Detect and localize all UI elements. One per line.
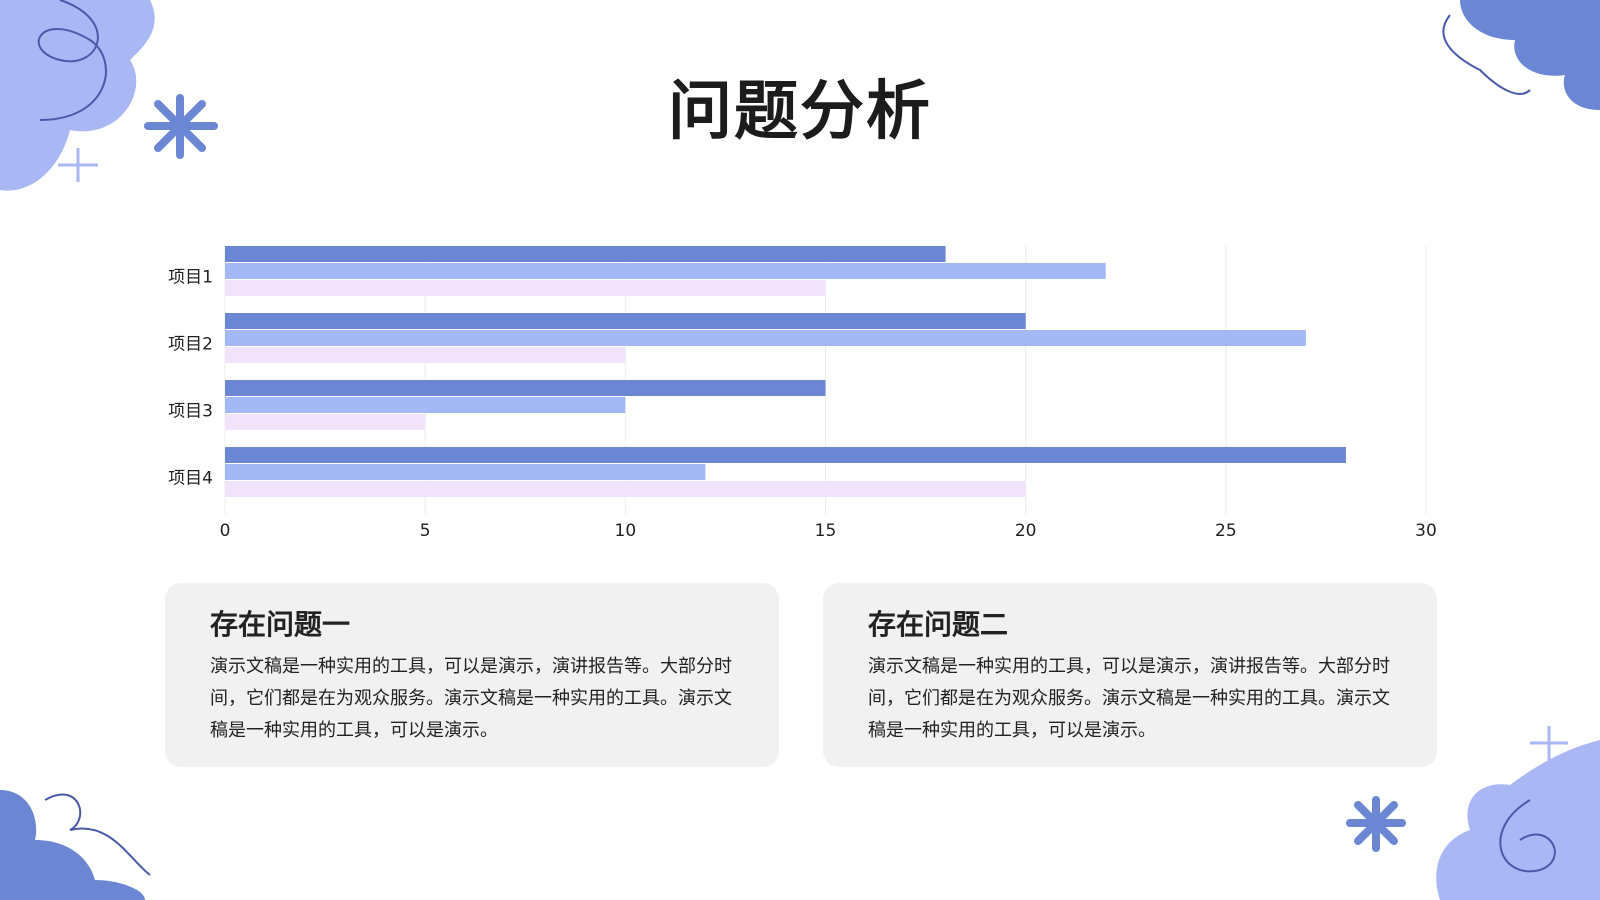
sparkle xyxy=(1530,726,1568,760)
card-body: 演示文稿是一种实用的工具，可以是演示，演讲报告等。大部分时间，它们都是在为观众服… xyxy=(868,656,1390,741)
squiggle xyxy=(1442,14,1531,95)
bar xyxy=(225,447,1346,463)
x-tick-label: 20 xyxy=(1015,521,1037,541)
blob xyxy=(1460,0,1600,110)
bar xyxy=(225,347,626,363)
chart: 0 5 10 15 20 25 30 项目1 项目2 项目3 项目4 xyxy=(168,246,1437,541)
squiggle xyxy=(37,0,107,121)
card: 存在问题一 演示文稿是一种实用的工具，可以是演示，演讲报告等。大部分时间，它们都… xyxy=(165,583,779,767)
bar xyxy=(225,246,946,262)
card-heading: 存在问题二 xyxy=(868,608,1009,641)
blob xyxy=(0,0,155,191)
bar xyxy=(225,280,826,296)
x-tick-label: 30 xyxy=(1415,521,1437,541)
blob xyxy=(1436,740,1600,900)
bar xyxy=(225,464,706,480)
bar xyxy=(225,380,826,396)
y-tick-label: 项目4 xyxy=(168,469,213,489)
sparkle xyxy=(58,148,98,182)
bar xyxy=(225,481,1026,497)
x-tick-label: 0 xyxy=(220,521,231,541)
bar xyxy=(225,397,626,413)
squiggle xyxy=(1499,799,1556,873)
blob xyxy=(0,790,145,900)
bar xyxy=(225,263,1106,279)
card-heading: 存在问题一 xyxy=(210,608,351,641)
asterisk xyxy=(1346,796,1406,852)
y-tick-label: 项目1 xyxy=(168,268,213,288)
x-tick-label: 5 xyxy=(420,521,431,541)
bar xyxy=(225,330,1306,346)
slide-title: 问题分析 xyxy=(668,75,932,149)
y-tick-label: 项目3 xyxy=(168,402,213,422)
x-tick-label: 15 xyxy=(815,521,837,541)
bar xyxy=(225,313,1026,329)
squiggle xyxy=(44,793,151,876)
bar xyxy=(225,414,426,430)
y-tick-label: 项目2 xyxy=(168,335,213,355)
x-tick-label: 25 xyxy=(1215,521,1237,541)
x-tick-label: 10 xyxy=(615,521,637,541)
card-body: 演示文稿是一种实用的工具，可以是演示，演讲报告等。大部分时间，它们都是在为观众服… xyxy=(210,656,732,741)
card: 存在问题二 演示文稿是一种实用的工具，可以是演示，演讲报告等。大部分时间，它们都… xyxy=(823,583,1437,767)
asterisk xyxy=(144,94,218,159)
